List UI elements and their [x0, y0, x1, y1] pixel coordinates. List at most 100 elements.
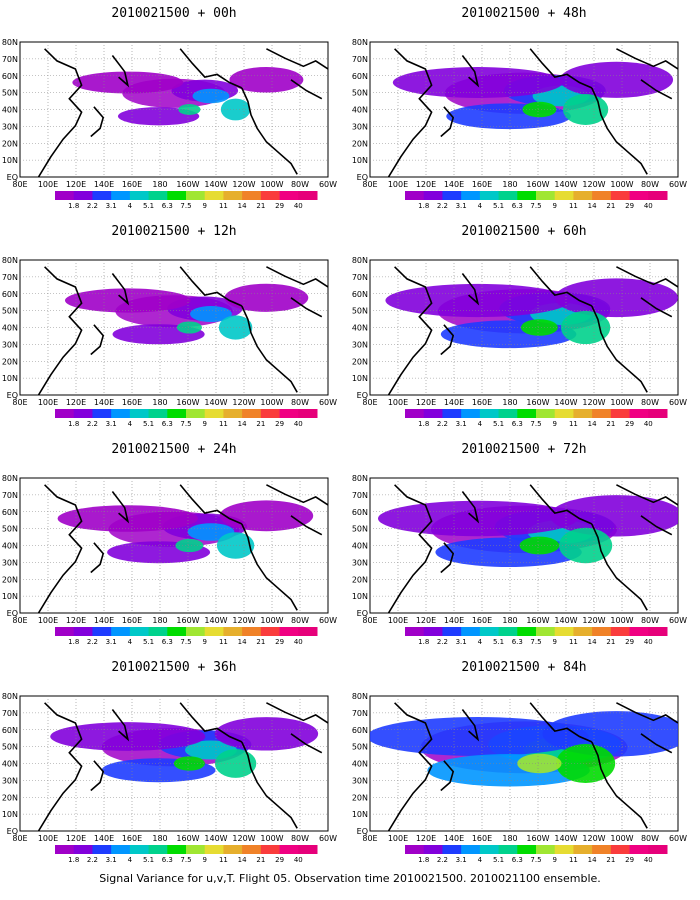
coastline [461, 491, 480, 524]
colorbar-label: 3.1 [106, 202, 117, 210]
colorbar-swatch [405, 627, 425, 636]
colorbar-label: 14 [238, 638, 247, 646]
lon-label: 140E [444, 616, 464, 625]
colorbar-label: 5.1 [143, 856, 154, 864]
colorbar-swatch [279, 409, 299, 418]
lon-label: 100W [260, 180, 283, 189]
variance-shading [173, 756, 205, 771]
colorbar-swatch [442, 191, 462, 200]
colorbar-label: 29 [625, 856, 634, 864]
lon-label: 120W [582, 180, 605, 189]
colorbar-label: 21 [606, 856, 615, 864]
colorbar-swatch [73, 409, 93, 418]
colorbar-label: 1.8 [68, 420, 79, 428]
colorbar-swatch [73, 627, 93, 636]
coastline [440, 324, 455, 356]
lon-label: 80E [362, 180, 377, 189]
colorbar-swatch [73, 845, 93, 854]
map-panel: 2010021500 + 00h 80N 70N 60N 50N 40N 30N 20N 10N… [2, 6, 337, 210]
variance-shading [192, 88, 230, 104]
variance-shading [520, 319, 558, 336]
colorbar-label: 40 [294, 202, 303, 210]
lon-label: 160E [122, 180, 142, 189]
colorbar-label: 9 [202, 420, 206, 428]
lat-label: 80N [352, 474, 368, 483]
coastline [387, 484, 433, 613]
coastline [90, 324, 105, 356]
variance-shading [542, 711, 678, 757]
variance-shading [229, 67, 304, 93]
colorbar-swatch [479, 191, 500, 200]
lon-label: 60W [669, 398, 687, 407]
lat-label: 70N [2, 709, 18, 718]
lat-label: 50N [2, 307, 18, 316]
colorbar-label: 4 [128, 638, 133, 646]
variance-shading [558, 527, 613, 564]
coastline [37, 702, 83, 831]
lon-label: 160E [122, 616, 142, 625]
lat-label: EQ [7, 173, 18, 182]
lat-label: 50N [2, 89, 18, 98]
lon-label: 80E [12, 180, 27, 189]
variance-shading [214, 717, 319, 751]
lat-label: 80N [2, 38, 18, 47]
lon-label: 80W [641, 616, 659, 625]
colorbar-swatch [610, 627, 631, 636]
lon-label: 100E [38, 616, 58, 625]
colorbar-swatch [167, 191, 187, 200]
colorbar-label: 11 [219, 638, 228, 646]
lat-label: 10N [2, 810, 18, 819]
colorbar-swatch [423, 627, 443, 636]
coastline [266, 702, 328, 724]
lon-label: 180 [152, 398, 167, 407]
colorbar-swatch [260, 409, 281, 418]
colorbar-swatch [111, 845, 131, 854]
colorbar-swatch [223, 627, 243, 636]
colorbar-label: 14 [588, 856, 597, 864]
lon-label: 120E [66, 398, 86, 407]
colorbar-swatch [629, 627, 649, 636]
colorbar-swatch [517, 409, 537, 418]
colorbar-label: 6.3 [162, 420, 173, 428]
lat-label: 40N [2, 324, 18, 333]
colorbar-swatch [442, 845, 462, 854]
lat-label: 30N [352, 776, 368, 785]
colorbar-label: 5.1 [143, 420, 154, 428]
colorbar-swatch [242, 627, 262, 636]
variance-shading [219, 500, 314, 532]
coastline [640, 297, 673, 318]
coastline [640, 515, 673, 536]
colorbar-label: 21 [256, 638, 265, 646]
coastline [266, 48, 328, 70]
lat-label: 50N [352, 743, 368, 752]
lat-label: 50N [2, 743, 18, 752]
colorbar-swatch [610, 409, 631, 418]
colorbar-swatch [92, 845, 112, 854]
coastline [111, 491, 130, 524]
colorbar-swatch [498, 191, 518, 200]
colorbar-swatch [629, 409, 649, 418]
lon-label: 160W [176, 616, 199, 625]
colorbar-label: 40 [644, 202, 653, 210]
colorbar-swatch [479, 845, 500, 854]
lon-label: 140E [444, 398, 464, 407]
lon-label: 80W [641, 398, 659, 407]
lon-label: 160W [526, 834, 549, 843]
colorbar-swatch [204, 191, 224, 200]
colorbar-swatch [554, 191, 574, 200]
colorbar-label: 7.5 [530, 638, 541, 646]
colorbar-label: 3.1 [106, 638, 117, 646]
colorbar-swatch [498, 627, 518, 636]
colorbar-label: 6.3 [512, 420, 523, 428]
lon-label: 140E [94, 180, 114, 189]
colorbar-swatch [242, 845, 262, 854]
lat-label: 20N [2, 357, 18, 366]
coastline [290, 79, 323, 100]
lon-label: 180 [152, 616, 167, 625]
lon-label: 120W [582, 616, 605, 625]
variance-shading [190, 305, 232, 323]
lon-label: 160W [526, 398, 549, 407]
coastline [591, 523, 648, 611]
colorbar-swatch [479, 409, 500, 418]
